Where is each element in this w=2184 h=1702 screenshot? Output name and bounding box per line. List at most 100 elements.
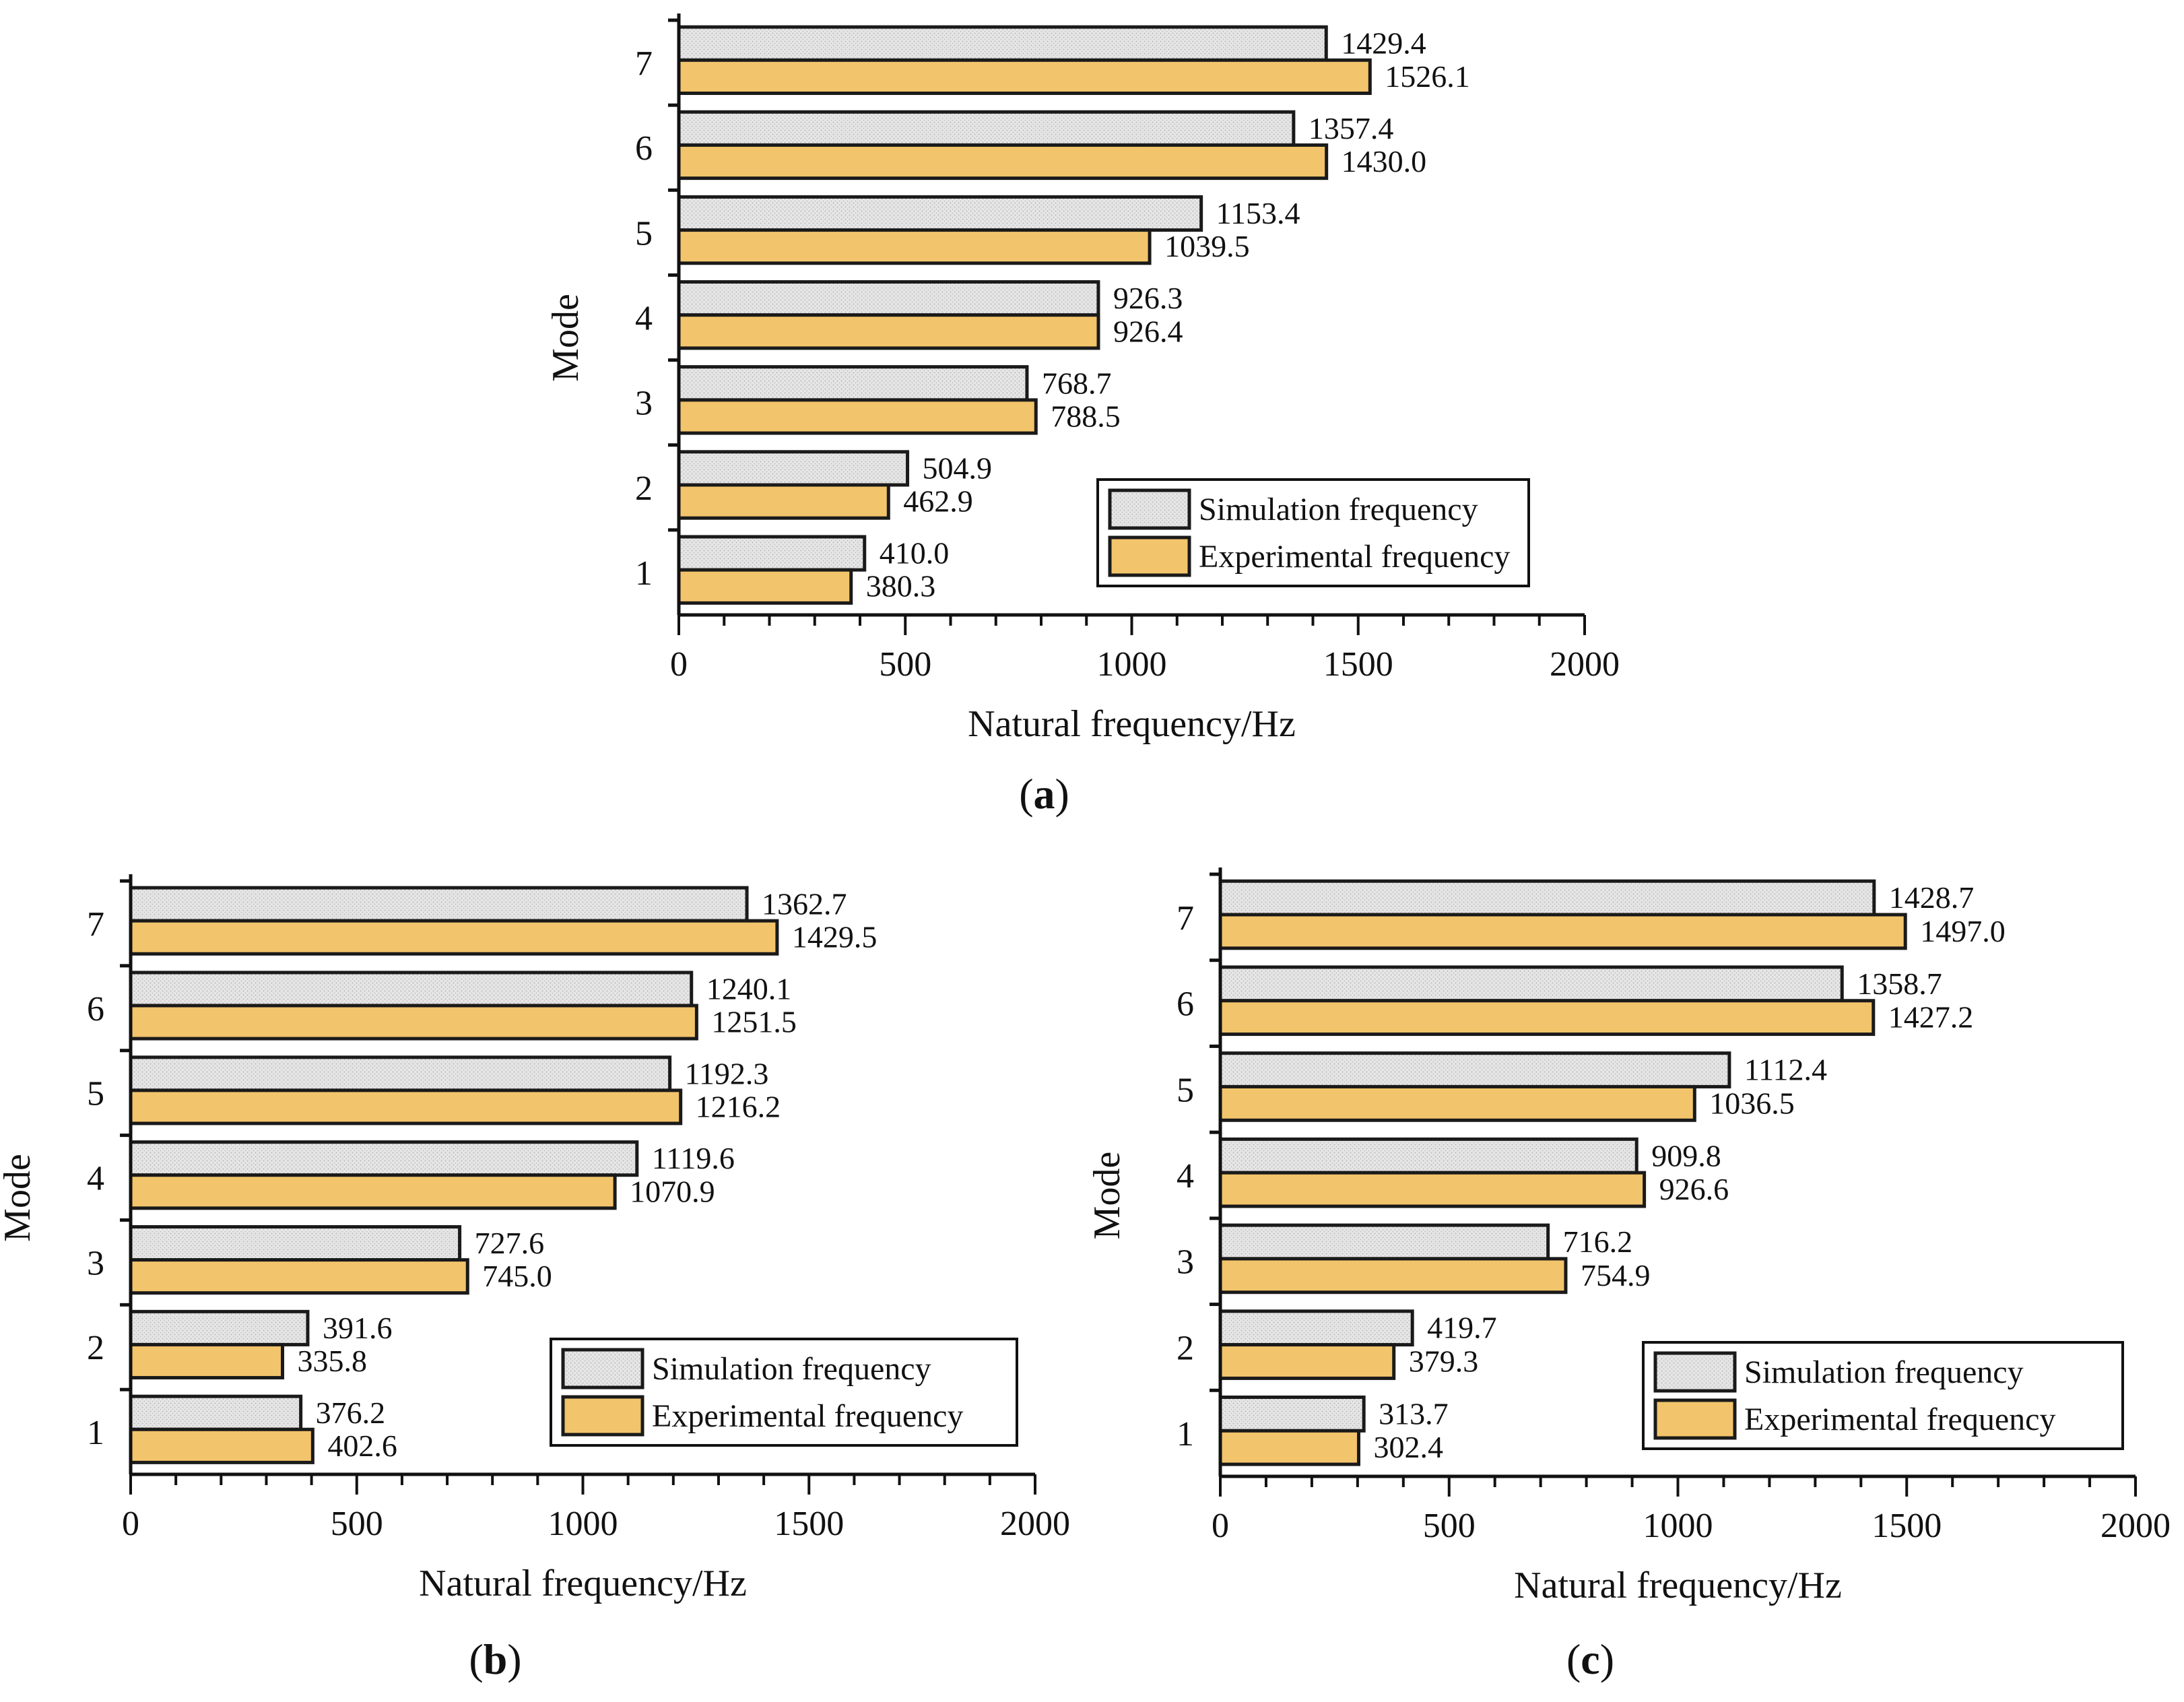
y-tick-label-6: 6 bbox=[87, 990, 104, 1028]
x-tick-label-1000: 1000 bbox=[1643, 1507, 1713, 1545]
y-tick-label-2: 2 bbox=[635, 469, 653, 508]
bar-simulation-mode-3 bbox=[129, 1224, 462, 1262]
bar-experimental-mode-5 bbox=[129, 1088, 683, 1125]
data-label-experimental-mode-1: 302.4 bbox=[1373, 1430, 1443, 1464]
y-tick-label-7: 7 bbox=[1177, 899, 1194, 938]
data-label-experimental-mode-5: 1036.5 bbox=[1709, 1086, 1795, 1120]
x-axis-title: Natural frequency/Hz bbox=[968, 703, 1296, 745]
data-label-experimental-mode-4: 1070.9 bbox=[630, 1174, 715, 1208]
data-label-simulation-mode-2: 504.9 bbox=[923, 451, 993, 485]
bar-simulation-mode-2 bbox=[1218, 1309, 1414, 1347]
data-label-simulation-mode-6: 1358.7 bbox=[1857, 967, 1942, 1001]
bar-simulation-mode-1 bbox=[129, 1394, 303, 1431]
panel-label-letter: b bbox=[484, 1635, 508, 1683]
data-label-experimental-mode-7: 1497.0 bbox=[1920, 914, 2006, 948]
y-tick-label-6: 6 bbox=[1177, 985, 1194, 1024]
x-tick-label-2000: 2000 bbox=[2100, 1507, 2171, 1545]
x-tick-label-1000: 1000 bbox=[1097, 645, 1167, 684]
legend: Simulation frequency Experimental frequen… bbox=[1642, 1341, 2124, 1450]
data-label-simulation-mode-4: 909.8 bbox=[1651, 1138, 1721, 1173]
y-tick-label-3: 3 bbox=[87, 1244, 104, 1282]
x-tick-label-1500: 1500 bbox=[774, 1505, 844, 1543]
y-tick-label-4: 4 bbox=[635, 300, 653, 338]
bar-experimental-mode-1 bbox=[677, 568, 853, 605]
data-label-simulation-mode-4: 926.3 bbox=[1113, 281, 1183, 315]
data-label-simulation-mode-3: 768.7 bbox=[1042, 366, 1112, 400]
y-tick-label-7: 7 bbox=[635, 44, 653, 83]
y-tick-label-2: 2 bbox=[87, 1329, 104, 1367]
data-label-simulation-mode-1: 410.0 bbox=[880, 536, 950, 570]
bar-experimental-mode-2 bbox=[129, 1342, 284, 1380]
y-tick-label-7: 7 bbox=[87, 905, 104, 944]
data-label-simulation-mode-3: 727.6 bbox=[475, 1226, 545, 1260]
bar-experimental-mode-4 bbox=[677, 313, 1100, 350]
chart-panel-b: 376.2402.61391.6335.82727.6745.031119.61… bbox=[0, 874, 1070, 1683]
bar-simulation-mode-6 bbox=[129, 971, 694, 1008]
x-tick-label-0: 0 bbox=[670, 645, 688, 684]
data-label-experimental-mode-6: 1251.5 bbox=[711, 1005, 797, 1039]
bar-simulation-mode-7 bbox=[677, 25, 1328, 62]
data-label-experimental-mode-1: 402.6 bbox=[327, 1429, 397, 1463]
data-label-simulation-mode-5: 1112.4 bbox=[1744, 1053, 1827, 1087]
legend-swatch-simulation bbox=[561, 1348, 644, 1389]
y-tick-label-1: 1 bbox=[1177, 1415, 1194, 1453]
panel-label-letter: c bbox=[1581, 1635, 1599, 1683]
data-label-simulation-mode-2: 391.6 bbox=[323, 1311, 393, 1345]
data-label-experimental-mode-3: 745.0 bbox=[482, 1259, 552, 1293]
data-label-experimental-mode-6: 1430.0 bbox=[1342, 144, 1427, 178]
data-label-simulation-mode-2: 419.7 bbox=[1427, 1311, 1497, 1345]
panel-label-open-paren: ( bbox=[469, 1635, 483, 1683]
bar-simulation-mode-6 bbox=[677, 110, 1296, 147]
y-axis-title: Mode bbox=[545, 294, 587, 382]
y-tick-label-3: 3 bbox=[1177, 1243, 1194, 1282]
x-axis-title: Natural frequency/Hz bbox=[1514, 1565, 1842, 1606]
data-label-experimental-mode-4: 926.6 bbox=[1659, 1172, 1729, 1206]
y-tick-label-4: 4 bbox=[87, 1160, 104, 1198]
data-label-simulation-mode-1: 376.2 bbox=[316, 1396, 386, 1430]
bar-simulation-mode-6 bbox=[1218, 965, 1844, 1003]
data-label-experimental-mode-5: 1039.5 bbox=[1164, 229, 1250, 263]
data-label-simulation-mode-7: 1429.4 bbox=[1341, 26, 1426, 61]
bar-experimental-mode-7 bbox=[1218, 913, 1907, 950]
x-tick-label-2000: 2000 bbox=[1000, 1505, 1070, 1543]
bar-simulation-mode-3 bbox=[677, 365, 1029, 402]
data-label-experimental-mode-2: 379.3 bbox=[1409, 1344, 1479, 1379]
y-tick-label-1: 1 bbox=[635, 554, 653, 593]
panel-label-open-paren: ( bbox=[1019, 770, 1033, 818]
bar-simulation-mode-1 bbox=[677, 535, 867, 572]
bar-experimental-mode-3 bbox=[677, 398, 1038, 435]
bar-simulation-mode-7 bbox=[1218, 879, 1876, 917]
bar-experimental-mode-4 bbox=[129, 1173, 617, 1210]
y-axis-title: Mode bbox=[1086, 1152, 1128, 1240]
legend-label-simulation: Simulation frequency bbox=[652, 1351, 931, 1387]
bar-simulation-mode-5 bbox=[1218, 1051, 1731, 1088]
bar-simulation-mode-4 bbox=[677, 280, 1100, 317]
data-label-experimental-mode-2: 335.8 bbox=[297, 1344, 367, 1378]
x-tick-label-500: 500 bbox=[1423, 1507, 1476, 1545]
data-label-experimental-mode-4: 926.4 bbox=[1113, 314, 1183, 348]
bar-experimental-mode-2 bbox=[677, 483, 890, 520]
data-label-simulation-mode-6: 1357.4 bbox=[1309, 111, 1394, 145]
legend-label-experimental: Experimental frequency bbox=[1744, 1402, 2055, 1437]
bar-experimental-mode-4 bbox=[1218, 1171, 1647, 1208]
bar-experimental-mode-6 bbox=[677, 143, 1329, 181]
legend-swatch-experimental bbox=[1108, 535, 1191, 577]
data-label-simulation-mode-4: 1119.6 bbox=[652, 1141, 735, 1175]
data-label-simulation-mode-5: 1192.3 bbox=[685, 1056, 769, 1090]
bar-simulation-mode-3 bbox=[1218, 1223, 1550, 1261]
data-label-experimental-mode-3: 754.9 bbox=[1581, 1258, 1651, 1292]
bar-experimental-mode-3 bbox=[1218, 1257, 1568, 1295]
x-axis-title: Natural frequency/Hz bbox=[419, 1563, 747, 1604]
data-label-experimental-mode-6: 1427.2 bbox=[1888, 1000, 1974, 1035]
bar-experimental-mode-7 bbox=[129, 919, 779, 956]
data-label-experimental-mode-3: 788.5 bbox=[1051, 399, 1121, 433]
x-tick-label-0: 0 bbox=[122, 1505, 139, 1543]
panel-label-a: (a) bbox=[1019, 770, 1069, 818]
legend-label-simulation: Simulation frequency bbox=[1744, 1354, 2024, 1390]
bar-simulation-mode-5 bbox=[677, 195, 1203, 232]
data-label-simulation-mode-7: 1362.7 bbox=[762, 887, 847, 921]
bar-simulation-mode-2 bbox=[129, 1309, 310, 1346]
data-label-experimental-mode-7: 1429.5 bbox=[792, 920, 878, 954]
panel-label-open-paren: ( bbox=[1566, 1635, 1581, 1683]
